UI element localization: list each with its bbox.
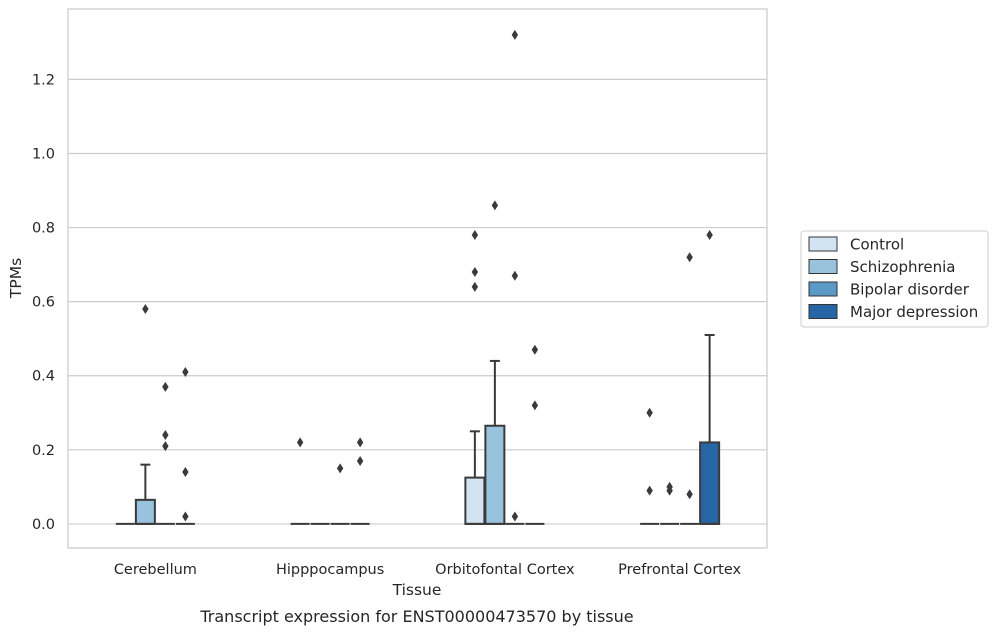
outliers xyxy=(142,29,713,522)
y-tick-label: 0.8 xyxy=(32,221,55,237)
legend-swatch xyxy=(808,259,838,274)
y-tick-label: 0.0 xyxy=(32,517,55,533)
y-axis-title: TPMs xyxy=(7,258,25,299)
x-tick-label: Hipppocampus xyxy=(276,562,384,578)
x-tick-labels: Cerebellum Hipppocampus Orbitofontal Corte… xyxy=(114,562,742,578)
legend-swatch xyxy=(808,304,838,319)
outlier-point xyxy=(296,437,304,448)
outlier-point xyxy=(471,267,479,278)
outlier-point xyxy=(646,407,653,418)
outlier-point xyxy=(142,304,149,315)
plot-frame xyxy=(67,8,768,549)
legend-label: Bipolar disorder xyxy=(850,281,970,299)
outlier-point xyxy=(511,511,519,522)
outlier-point xyxy=(356,455,364,466)
x-axis-title: Tissue xyxy=(392,581,442,599)
box-schizophrenia xyxy=(134,463,156,525)
outlier-point xyxy=(356,437,364,448)
y-tick-label: 1.0 xyxy=(32,146,55,162)
legend-label: Control xyxy=(850,236,904,254)
box-schizophrenia xyxy=(484,359,506,525)
legend-label: Schizophrenia xyxy=(850,258,955,276)
legend-swatch xyxy=(808,236,838,252)
outlier-point xyxy=(511,29,519,40)
outlier-point xyxy=(686,252,693,263)
chart-caption: Transcript expression for ENST0000047357… xyxy=(199,607,633,626)
box-control xyxy=(464,430,486,525)
grid-lines xyxy=(68,78,767,525)
outlier-point xyxy=(491,200,499,211)
outlier-point xyxy=(511,270,519,281)
y-tick-label: 0.4 xyxy=(32,369,55,385)
outlier-point xyxy=(162,441,169,452)
legend-label: Major depression xyxy=(850,303,978,321)
y-tick-labels: 0.0 0.2 0.4 0.6 0.8 1.0 1.2 xyxy=(32,72,55,533)
outlier-point xyxy=(706,229,713,240)
x-tick-label: Prefrontal Cortex xyxy=(618,562,741,578)
outlier-point xyxy=(182,367,189,378)
legend: Control Schizophrenia Bipolar disorder Majo… xyxy=(800,230,989,328)
outlier-point xyxy=(471,229,479,240)
y-tick-label: 1.2 xyxy=(32,72,55,88)
outlier-point xyxy=(162,381,169,392)
outlier-point xyxy=(531,400,539,411)
outlier-point xyxy=(182,467,189,478)
outlier-point xyxy=(471,281,479,292)
outlier-point xyxy=(162,430,169,441)
y-tick-label: 0.2 xyxy=(32,443,55,459)
outlier-point xyxy=(666,481,673,492)
y-tick-label: 0.6 xyxy=(32,295,55,311)
box-rect xyxy=(699,441,721,525)
box-rect xyxy=(464,476,486,525)
box-major-depression xyxy=(699,333,721,525)
box-rect xyxy=(134,498,156,525)
outlier-point xyxy=(336,463,344,474)
outlier-point xyxy=(531,344,539,355)
box-rect xyxy=(484,424,506,525)
x-tick-label: Cerebellum xyxy=(114,562,197,578)
legend-frame xyxy=(800,230,989,328)
outlier-point xyxy=(686,489,693,500)
boxes xyxy=(115,333,721,525)
outlier-point xyxy=(646,485,653,496)
outlier-point xyxy=(182,511,189,522)
legend-swatch xyxy=(808,281,838,297)
x-tick-label: Orbitofontal Cortex xyxy=(435,562,575,578)
